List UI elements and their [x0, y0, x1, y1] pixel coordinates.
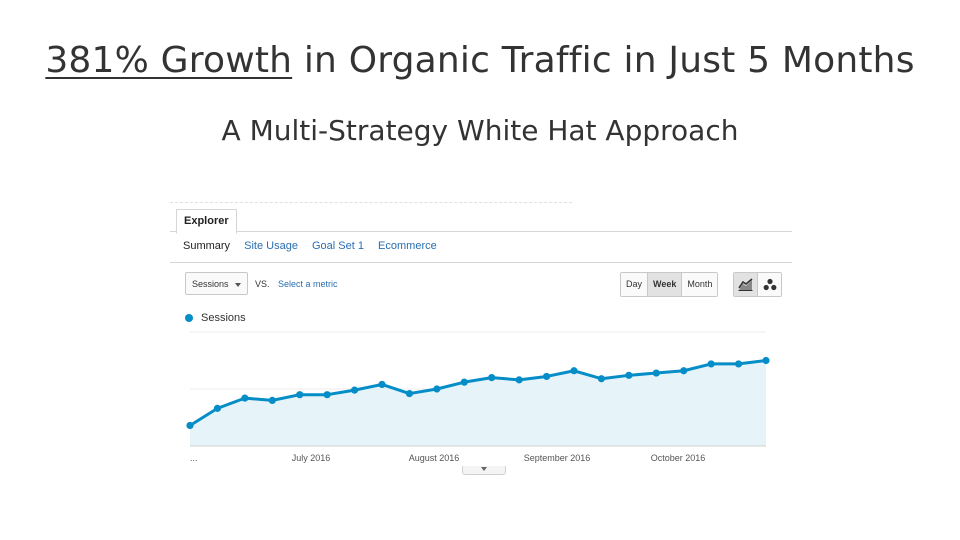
chart-legend: Sessions: [185, 312, 246, 324]
data-point[interactable]: [542, 372, 551, 381]
data-point[interactable]: [213, 404, 222, 412]
data-point[interactable]: [652, 369, 660, 377]
data-point[interactable]: [460, 378, 468, 386]
x-tick-label: ...: [190, 453, 198, 463]
data-point[interactable]: [570, 367, 578, 375]
line-chart-icon: [738, 278, 753, 291]
data-point[interactable]: [241, 394, 249, 402]
data-point[interactable]: [734, 360, 743, 368]
series-area: [190, 360, 766, 446]
month-button[interactable]: Month: [682, 273, 718, 296]
data-point[interactable]: [680, 367, 688, 375]
x-tick-label: September 2016: [524, 453, 591, 463]
data-point[interactable]: [433, 385, 441, 393]
chart-type-group: [733, 272, 782, 297]
top-divider: [170, 202, 572, 203]
chevron-down-icon: [481, 467, 487, 471]
motion-chart-icon: [763, 278, 776, 291]
subtab-ecommerce[interactable]: Ecommerce: [378, 240, 437, 252]
metric-select[interactable]: Sessions: [185, 272, 248, 295]
data-point[interactable]: [762, 356, 770, 365]
vs-label: VS.: [255, 279, 270, 289]
data-point[interactable]: [296, 391, 304, 399]
series-line: [189, 359, 767, 427]
data-point[interactable]: [707, 360, 715, 368]
subtab-divider: [170, 262, 792, 263]
slide-subtitle: A Multi-Strategy White Hat Approach: [221, 114, 739, 147]
legend-label: Sessions: [201, 312, 246, 324]
sessions-chart: ... July 2016 August 2016 September 2016 Oct…: [186, 331, 770, 463]
day-button[interactable]: Day: [621, 273, 649, 296]
data-point[interactable]: [186, 421, 194, 430]
data-point[interactable]: [405, 389, 414, 398]
line-chart-button[interactable]: [734, 273, 758, 296]
collapse-toggle[interactable]: [462, 466, 506, 475]
tab-divider: [170, 231, 792, 232]
x-tick-label: August 2016: [409, 453, 460, 463]
motion-chart-button[interactable]: [758, 273, 781, 296]
x-tick-label: July 2016: [292, 453, 331, 463]
x-tick-label: October 2016: [651, 453, 706, 463]
time-granularity-group: Day Week Month: [620, 272, 719, 297]
data-point[interactable]: [597, 375, 606, 383]
slide-title: 381% Growth in Organic Traffic in Just 5…: [0, 40, 960, 81]
analytics-explorer-panel: Explorer Summary Site Usage Goal Set 1 E…: [170, 200, 792, 475]
data-point[interactable]: [268, 396, 276, 404]
subtab-site-usage[interactable]: Site Usage: [244, 240, 298, 252]
title-rest: in Organic Traffic in Just 5 Months: [292, 40, 915, 81]
chevron-down-icon: [235, 283, 241, 287]
data-point[interactable]: [378, 380, 386, 389]
metric-select-value: Sessions: [192, 279, 229, 289]
week-button[interactable]: Week: [648, 273, 683, 296]
select-metric-link[interactable]: Select a metric: [278, 279, 338, 289]
data-point[interactable]: [515, 376, 523, 384]
subtab-summary[interactable]: Summary: [183, 240, 231, 252]
subtab-bar: Summary Site Usage Goal Set 1 Ecommerce: [183, 240, 448, 252]
data-point[interactable]: [350, 386, 359, 394]
tab-explorer[interactable]: Explorer: [176, 209, 237, 234]
data-point[interactable]: [625, 371, 633, 379]
legend-swatch: [185, 314, 193, 322]
data-point[interactable]: [323, 391, 331, 399]
title-highlight: 381% Growth: [45, 40, 293, 81]
data-point[interactable]: [488, 374, 496, 382]
subtab-goal-set-1[interactable]: Goal Set 1: [312, 240, 364, 252]
